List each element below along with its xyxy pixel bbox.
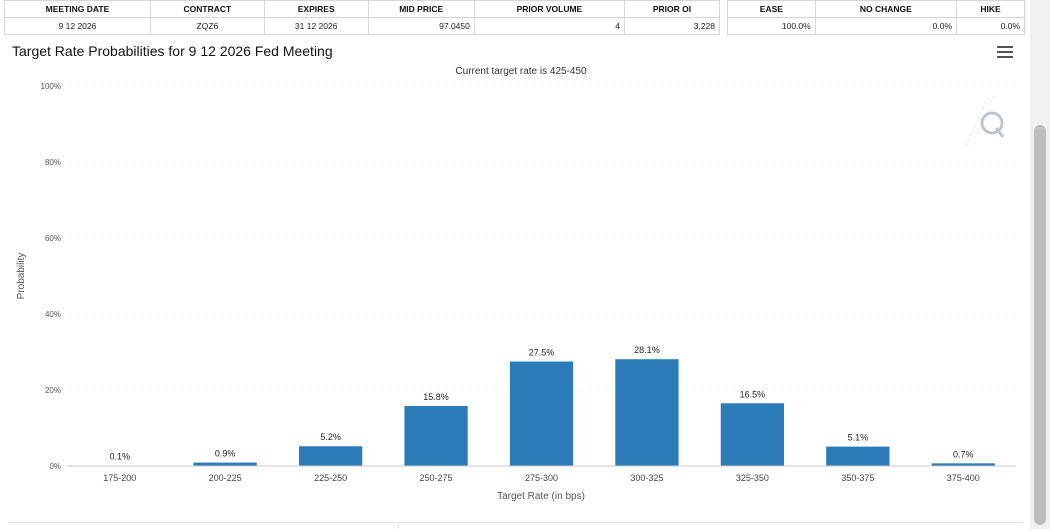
- x-tick-label: 275-300: [525, 473, 558, 483]
- bar-chart: Current target rate is 425-450 0% 20% 40% 6…: [0, 0, 1030, 522]
- bar: [721, 403, 784, 466]
- x-tick-label: 350-375: [841, 473, 874, 483]
- x-tick-label: 200-225: [209, 473, 242, 483]
- y-tick-label: 0%: [49, 462, 61, 471]
- bar: [404, 406, 467, 466]
- chart-gridlines: [67, 86, 1016, 390]
- x-tick-label: 250-275: [420, 473, 453, 483]
- bar-data-label: 5.2%: [320, 432, 341, 442]
- bar-data-label: 16.5%: [740, 389, 766, 399]
- chart-bars: 0.1% 0.9% 5.2% 15.8% 27.5% 28.1% 16.5% 5.1% 0.7%: [88, 345, 995, 466]
- bar-data-label: 15.8%: [423, 392, 449, 402]
- bottom-panel-divider: [398, 522, 399, 529]
- bar: [299, 446, 362, 466]
- bar-data-label: 27.5%: [529, 348, 555, 358]
- x-axis-label: Target Rate (in bps): [497, 491, 585, 502]
- bar: [826, 447, 889, 466]
- x-tick-label: 325-350: [736, 473, 769, 483]
- bar: [194, 463, 257, 466]
- bar-data-label: 0.1%: [109, 452, 130, 462]
- bar-data-label: 28.1%: [634, 345, 660, 355]
- y-tick-label: 80%: [45, 158, 61, 167]
- bar: [510, 362, 573, 467]
- scrollbar-thumb[interactable]: [1034, 125, 1046, 525]
- x-tick-label: 225-250: [314, 473, 347, 483]
- x-tick-label: 300-325: [630, 473, 663, 483]
- x-tick-label: 375-400: [947, 473, 980, 483]
- x-axis-ticks: 175-200 200-225 225-250 250-275 275-300 300-3…: [103, 473, 980, 483]
- y-tick-label: 60%: [45, 234, 61, 243]
- y-tick-label: 100%: [41, 82, 61, 91]
- bar-data-label: 0.9%: [215, 449, 236, 459]
- bar: [615, 359, 678, 466]
- y-axis-ticks: 0% 20% 40% 60% 80% 100%: [41, 82, 61, 471]
- x-tick-label: 175-200: [103, 473, 136, 483]
- y-axis-label: Probability: [16, 253, 27, 300]
- chart-subtitle: Current target rate is 425-450: [455, 66, 587, 77]
- watermark-logo: [966, 96, 1003, 150]
- bar-data-label: 0.7%: [953, 449, 974, 459]
- bar-data-label: 5.1%: [848, 433, 869, 443]
- y-tick-label: 20%: [45, 386, 61, 395]
- y-tick-label: 40%: [45, 310, 61, 319]
